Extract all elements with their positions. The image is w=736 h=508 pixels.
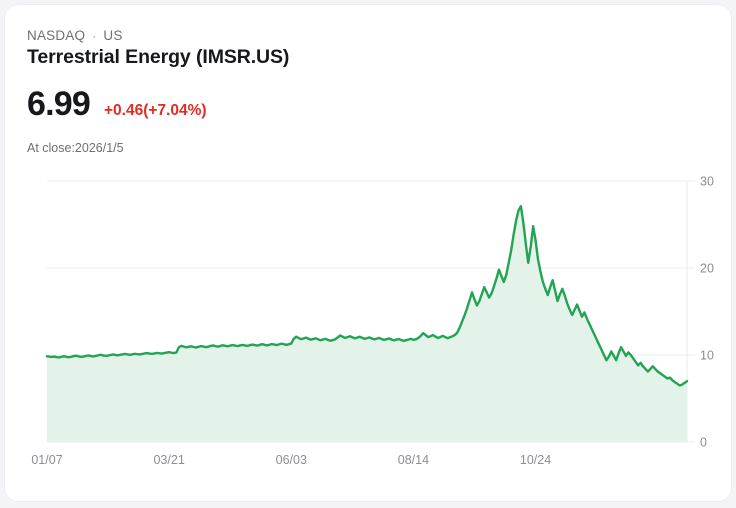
x-axis-tick-label: 03/21 xyxy=(153,453,184,467)
region-label: US xyxy=(103,28,123,43)
x-axis-tick-label: 01/07 xyxy=(31,453,62,467)
price-line xyxy=(45,205,689,387)
x-axis-tick-label: 06/03 xyxy=(276,453,307,467)
y-axis-tick-label: 20 xyxy=(700,262,714,276)
price-row: 6.99 +0.46(+7.04%) xyxy=(27,87,207,121)
separator-dot-icon: · xyxy=(92,28,97,43)
x-axis-tick-label: 10/24 xyxy=(520,453,551,467)
y-axis-tick-label: 10 xyxy=(700,349,714,363)
stock-quote-card: NASDAQ · US Terrestrial Energy (IMSR.US)… xyxy=(4,4,732,502)
price-area-fill xyxy=(47,206,687,442)
x-axis-labels: 01/07 03/21 06/03 08/14 10/24 xyxy=(31,453,551,467)
price-change: +0.46(+7.04%) xyxy=(103,102,207,119)
x-axis-tick-label: 08/14 xyxy=(398,453,429,467)
page-title: Terrestrial Energy (IMSR.US) xyxy=(27,46,290,68)
market-status: At close:2026/1/5 xyxy=(27,141,124,155)
y-axis-labels: 0 10 20 30 xyxy=(700,175,714,450)
current-price: 6.99 xyxy=(27,85,91,123)
exchange-label: NASDAQ xyxy=(27,28,86,43)
y-axis-tick-label: 0 xyxy=(700,436,707,450)
exchange-region-row: NASDAQ · US xyxy=(27,28,123,43)
price-chart-svg[interactable]: 0 10 20 30 01/07 03/21 06/03 08/14 10/24 xyxy=(5,165,732,475)
price-chart[interactable]: 0 10 20 30 01/07 03/21 06/03 08/14 10/24 xyxy=(5,165,732,475)
y-axis-tick-label: 30 xyxy=(700,175,714,189)
